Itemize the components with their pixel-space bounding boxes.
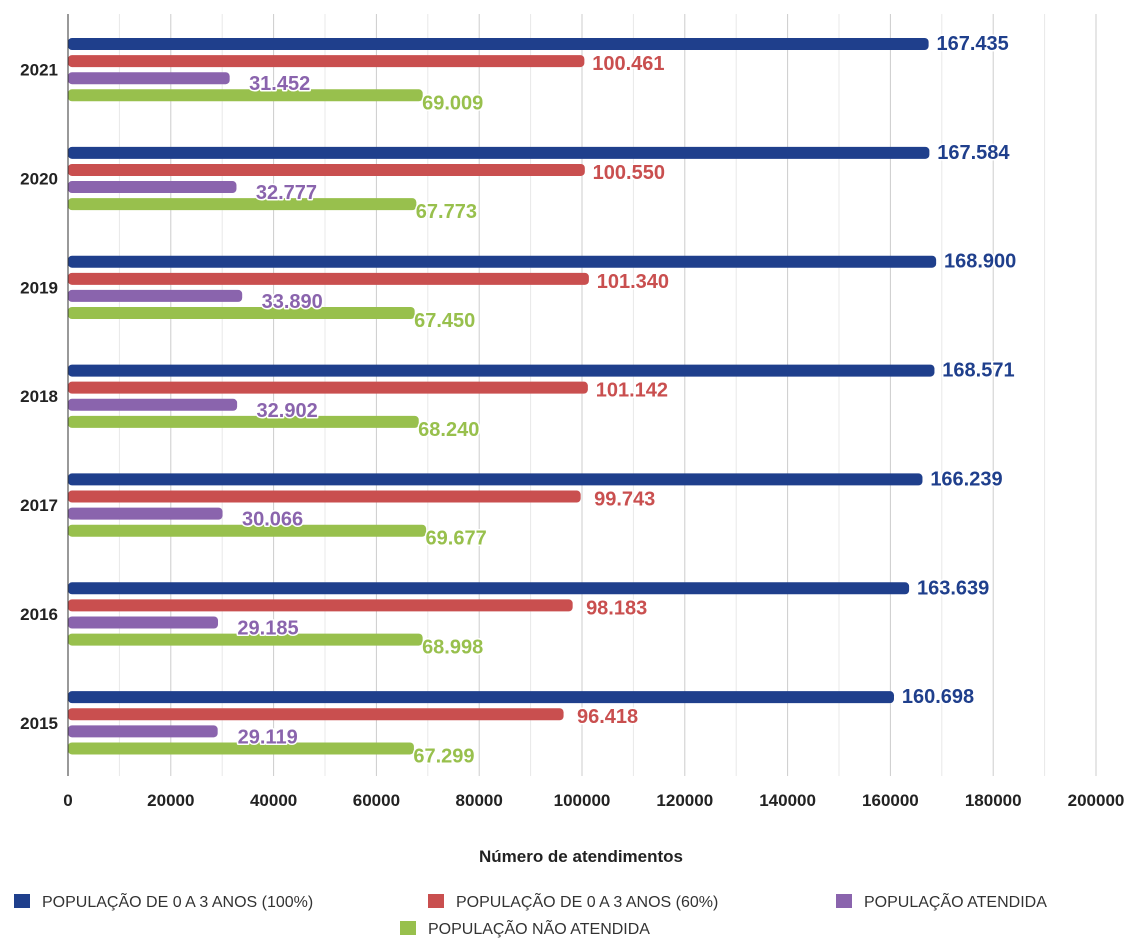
data-label: 29.119 bbox=[238, 726, 298, 748]
bar bbox=[68, 198, 417, 211]
x-tick-label: 20000 bbox=[147, 791, 194, 810]
bar bbox=[68, 415, 419, 428]
legend-label: POPULAÇÃO NÃO ATENDIDA bbox=[428, 918, 650, 938]
y-category-label: 2019 bbox=[20, 278, 58, 297]
bar bbox=[68, 582, 910, 595]
bar bbox=[68, 599, 573, 612]
x-tick-label: 0 bbox=[63, 791, 72, 810]
data-label: 163.639 bbox=[917, 577, 989, 599]
bar bbox=[68, 38, 929, 50]
data-label: 98.183 bbox=[586, 597, 647, 619]
x-axis-title: Número de atendimentos bbox=[479, 847, 683, 866]
x-tick-label: 100000 bbox=[554, 791, 611, 810]
y-category-label: 2020 bbox=[20, 170, 58, 189]
legend-swatch bbox=[400, 921, 416, 935]
legend-swatch bbox=[428, 894, 444, 908]
data-label: 67.450 bbox=[414, 310, 475, 332]
axes: Número de atendimentos 0 20000 40000 60000 8… bbox=[20, 14, 1124, 866]
x-tick-label: 200000 bbox=[1068, 791, 1125, 810]
bar bbox=[68, 524, 427, 537]
data-label: 166.239 bbox=[930, 468, 1002, 490]
bar bbox=[68, 364, 935, 377]
data-label: 101.340 bbox=[597, 271, 669, 293]
data-label: 69.677 bbox=[426, 528, 487, 550]
y-category-label: 2016 bbox=[20, 605, 58, 624]
data-label: 101.142 bbox=[596, 380, 668, 402]
bar bbox=[68, 742, 414, 755]
bar bbox=[68, 507, 223, 520]
x-tick-label: 120000 bbox=[656, 791, 713, 810]
legend-swatch bbox=[836, 894, 852, 908]
bar bbox=[68, 89, 423, 102]
y-category-label: 2018 bbox=[20, 387, 58, 406]
legend-label: POPULAÇÃO DE 0 A 3 ANOS (100%) bbox=[42, 891, 313, 911]
bar bbox=[68, 163, 585, 176]
data-label: 67.773 bbox=[416, 201, 477, 223]
data-label: 29.185 bbox=[237, 617, 298, 639]
data-label: 96.418 bbox=[577, 706, 638, 728]
legend-label: POPULAÇÃO ATENDIDA bbox=[864, 891, 1047, 911]
bar bbox=[68, 725, 218, 738]
legend-swatch bbox=[14, 894, 30, 908]
bars bbox=[68, 38, 937, 755]
y-category-label: 2021 bbox=[20, 61, 58, 80]
data-label: 100.461 bbox=[592, 53, 664, 75]
bar bbox=[68, 289, 243, 302]
legend-label: POPULAÇÃO DE 0 A 3 ANOS (60%) bbox=[456, 891, 718, 911]
data-label: 167.435 bbox=[936, 33, 1008, 55]
data-label: 68.998 bbox=[422, 637, 483, 659]
data-label: 69.009 bbox=[422, 92, 483, 114]
data-label: 160.698 bbox=[902, 686, 974, 708]
data-label: 32.902 bbox=[257, 400, 318, 422]
x-tick-label: 180000 bbox=[965, 791, 1022, 810]
data-label: 31.452 bbox=[249, 73, 310, 95]
bar bbox=[68, 691, 894, 704]
bar bbox=[68, 272, 589, 285]
data-label: 168.571 bbox=[942, 360, 1014, 382]
data-label: 100.550 bbox=[593, 162, 665, 184]
bar bbox=[68, 381, 588, 394]
data-label: 168.900 bbox=[944, 251, 1016, 273]
data-label: 68.240 bbox=[418, 419, 479, 441]
bar bbox=[68, 146, 930, 159]
data-label: 32.777 bbox=[256, 182, 317, 204]
data-label: 167.584 bbox=[937, 142, 1010, 164]
bar bbox=[68, 398, 238, 411]
x-tick-label: 40000 bbox=[250, 791, 297, 810]
legend: POPULAÇÃO DE 0 A 3 ANOS (100%) POPULAÇÃO … bbox=[14, 891, 1047, 938]
x-tick-label: 140000 bbox=[759, 791, 816, 810]
data-label: 33.890 bbox=[262, 291, 323, 313]
bar bbox=[68, 633, 423, 646]
bar bbox=[68, 307, 415, 320]
y-category-label: 2015 bbox=[20, 714, 58, 733]
bar bbox=[68, 181, 237, 194]
gridlines bbox=[118, 14, 1097, 776]
x-tick-label: 80000 bbox=[456, 791, 503, 810]
data-label: 99.743 bbox=[594, 489, 655, 511]
data-label: 30.066 bbox=[242, 509, 303, 531]
bar bbox=[68, 72, 230, 85]
bar bbox=[68, 55, 585, 68]
bar bbox=[68, 708, 564, 721]
bar bbox=[68, 473, 923, 486]
data-labels: 167.435 100.461 31.452 69.009 167.584 100.550… bbox=[236, 32, 1018, 769]
x-tick-label: 160000 bbox=[862, 791, 919, 810]
bar bbox=[68, 255, 937, 268]
y-category-label: 2017 bbox=[20, 496, 58, 515]
x-tick-label: 60000 bbox=[353, 791, 400, 810]
bar bbox=[68, 490, 581, 503]
bar bbox=[68, 616, 219, 629]
data-label: 67.299 bbox=[413, 745, 474, 767]
